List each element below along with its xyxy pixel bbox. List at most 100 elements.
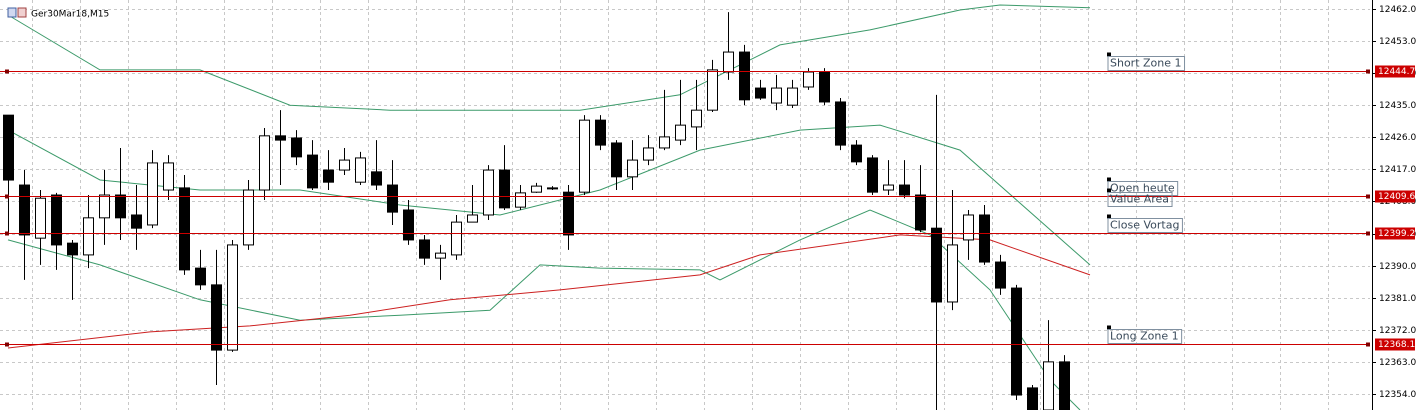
candle-body (1027, 387, 1038, 410)
candle-body (883, 184, 894, 191)
candle-body (707, 69, 718, 111)
candle-body (1059, 361, 1070, 410)
y-tick-label: 12363.0 (1379, 358, 1416, 368)
header: Ger30Mar18,M15 (7, 7, 109, 20)
candle-body (1043, 361, 1054, 410)
level-label-box (1107, 329, 1183, 344)
level-price-box (1375, 227, 1415, 240)
price-axis: 12462.012453.012444.012435.012426.012417… (1372, 5, 1416, 400)
level-price: 12368.1 (1378, 340, 1415, 350)
y-tick-label: 12381.0 (1379, 294, 1416, 304)
level-marker (5, 231, 9, 236)
candle-body (1011, 287, 1022, 396)
y-tick-label: 12462.0 (1379, 5, 1416, 15)
level-label: Value Area (1110, 193, 1169, 206)
level-marker (5, 342, 9, 347)
candle-body (275, 135, 286, 141)
level-label-marker (1107, 325, 1111, 330)
candle-body (371, 171, 382, 186)
level-marker (1366, 69, 1370, 74)
chart-title: Ger30Mar18,M15 (31, 10, 109, 20)
candle-body (211, 284, 222, 351)
y-tick-label: 12372.0 (1379, 326, 1416, 336)
candle-body (819, 71, 830, 103)
candle-body (259, 135, 270, 191)
candle-body (99, 194, 110, 219)
candle-body (467, 214, 478, 223)
candle-body (931, 227, 942, 303)
level-price: 12409.6 (1378, 192, 1415, 202)
candle-body (355, 157, 366, 183)
level-marker (1366, 342, 1370, 347)
y-tick-label: 12354.0 (1379, 390, 1416, 400)
level-label: Close Vortag (1110, 219, 1179, 232)
candle-body (643, 147, 654, 161)
level-price: 12444.7 (1378, 67, 1415, 77)
level-price-box (1375, 190, 1415, 203)
level-price: 12399.2 (1378, 229, 1415, 239)
candle-body (435, 252, 446, 259)
indicator-line (7, 4, 1091, 111)
candle-body (659, 136, 670, 149)
candle-body (739, 51, 750, 101)
candle-body (3, 114, 14, 181)
candle-body (627, 159, 638, 178)
candle-body (339, 159, 350, 171)
candle-body (451, 221, 462, 256)
level-price-box (1375, 338, 1415, 351)
candle-body (67, 242, 78, 256)
candle-body (163, 162, 174, 191)
candle-body (787, 87, 798, 106)
candle-body (243, 189, 254, 246)
candle-body (963, 214, 974, 241)
candle-body (195, 267, 206, 286)
candle-body (387, 184, 398, 213)
level-label-marker (1107, 177, 1111, 182)
candle-body (483, 169, 494, 216)
candle-body (579, 119, 590, 193)
candle-body (227, 244, 238, 351)
icon (7, 7, 17, 18)
candle-body (563, 191, 574, 236)
level-label: Long Zone 1 (1110, 330, 1179, 343)
candle-body (531, 185, 542, 193)
y-tick-label: 12426.0 (1379, 133, 1416, 143)
candle-body (115, 194, 126, 219)
candle-body (675, 124, 686, 141)
candle-body (515, 192, 526, 208)
level-label-marker (1107, 188, 1111, 193)
icon (17, 7, 27, 18)
y-tick-label: 12435.0 (1379, 101, 1416, 111)
candle-body (131, 214, 142, 229)
level-price-box (1375, 65, 1415, 78)
level-label-box (1107, 192, 1173, 207)
candle-body (995, 261, 1006, 289)
y-tick-label: 12390.0 (1379, 262, 1416, 272)
candle-body (307, 154, 318, 189)
candle-body (835, 101, 846, 146)
grid (0, 0, 1370, 410)
level-marker (5, 69, 9, 74)
candle-body (691, 109, 702, 128)
candle-body (83, 217, 94, 256)
candle-body (147, 162, 158, 226)
level-label-marker (1107, 52, 1111, 57)
candle-body (499, 169, 510, 209)
candle-body (755, 87, 766, 99)
candle-body (403, 209, 414, 241)
level-label-marker (1107, 214, 1111, 219)
level-marker (1366, 231, 1370, 236)
candle-body (35, 197, 46, 239)
level-label: Short Zone 1 (1110, 57, 1182, 70)
candle-body (291, 137, 302, 158)
y-tick-label: 12417.0 (1379, 165, 1416, 175)
candle-body (595, 119, 606, 146)
candle-body (323, 169, 334, 183)
indicator-line (7, 209, 1081, 410)
candle-body (723, 51, 734, 73)
y-tick-label: 12453.0 (1379, 37, 1416, 47)
candle-body (867, 157, 878, 193)
candle-body (611, 142, 622, 178)
